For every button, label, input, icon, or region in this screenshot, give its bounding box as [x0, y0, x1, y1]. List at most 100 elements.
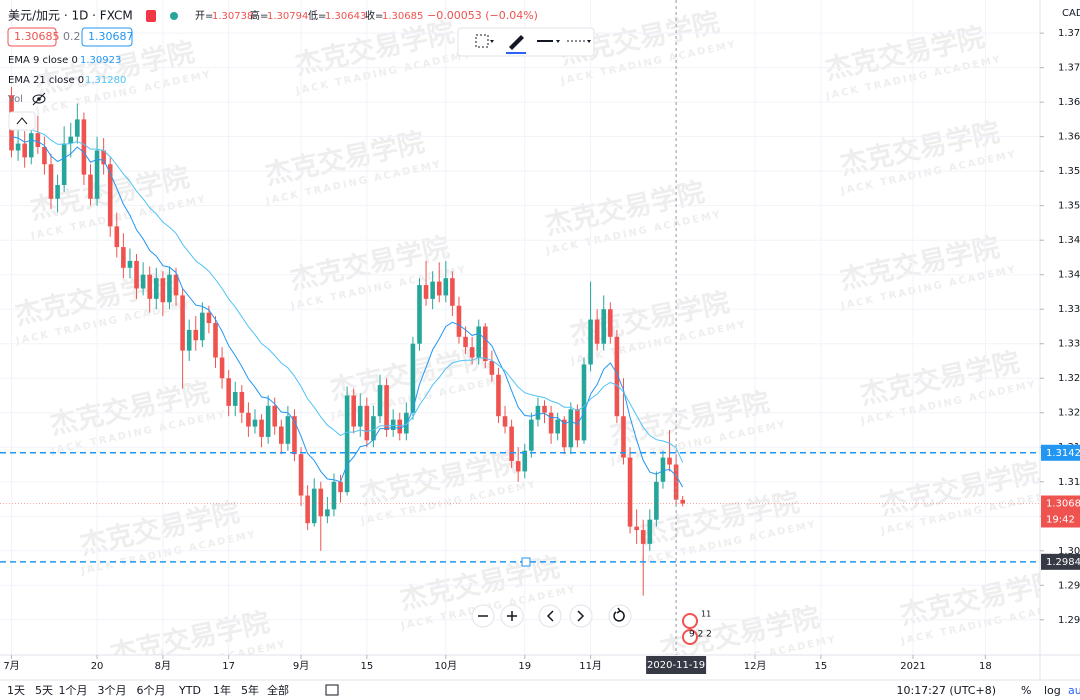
candle-body: [232, 392, 238, 406]
buy-price[interactable]: 1.30687: [88, 30, 134, 43]
x-tick-label: 7月: [3, 660, 19, 672]
candle-body: [147, 274, 152, 299]
clock: 10:17:27 (UTC+8): [896, 684, 996, 697]
candle-body: [410, 343, 416, 413]
y-tick-label: 1.320: [1058, 408, 1080, 419]
candle-body: [167, 274, 172, 303]
candle-body: [423, 285, 429, 299]
x-tick-label: 10月: [434, 660, 457, 672]
change: −0.00053 (−0.04%): [427, 9, 538, 22]
candle-body: [48, 164, 54, 199]
range-button[interactable]: 6个月: [137, 684, 166, 697]
candle-body: [186, 329, 192, 351]
x-tick-label: 19: [518, 661, 531, 672]
candle-body: [463, 336, 468, 348]
indicator-name: EMA 21 close 0: [8, 75, 84, 86]
dropdown-caret: [587, 40, 591, 43]
candle-body: [502, 416, 508, 427]
auto-toggle[interactable]: au: [1068, 684, 1080, 697]
range-buttons: 1天 5天 1个月 3个月 6个月 YTD 1年 5年 全部: [7, 683, 289, 697]
candle-body: [660, 457, 666, 482]
candle-body: [140, 274, 146, 289]
candle-body: [68, 136, 74, 144]
flag-icon[interactable]: [146, 10, 156, 22]
x-tick-label: 8月: [155, 660, 171, 672]
candle-body: [292, 416, 297, 455]
candle-body: [134, 260, 139, 289]
candle-body: [344, 395, 350, 493]
price-line-label-bg: [1041, 444, 1080, 461]
range-button[interactable]: YTD: [178, 684, 201, 697]
candle-body: [568, 409, 574, 448]
candle-body: [469, 347, 475, 358]
candle-body: [522, 450, 528, 472]
pencil-tool[interactable]: [509, 35, 524, 50]
candle-body: [515, 461, 521, 472]
ohlc-label: 收=: [365, 9, 383, 22]
sell-price[interactable]: 1.30685: [14, 30, 60, 43]
navigation: [471, 557, 632, 628]
candle-body: [456, 305, 462, 337]
scroll-left[interactable]: [538, 604, 562, 628]
eye-icon[interactable]: [32, 92, 46, 106]
range-button[interactable]: 3个月: [98, 684, 127, 697]
candle-body: [496, 374, 501, 417]
reset[interactable]: [608, 604, 632, 628]
candle-body: [252, 419, 258, 427]
candle-body: [88, 174, 93, 199]
x-tick-label: 20: [91, 661, 104, 672]
range-button[interactable]: 5天: [35, 684, 53, 697]
select-tool[interactable]: [475, 34, 489, 48]
candle-body: [28, 133, 34, 158]
y-tick-label: 1.330: [1058, 339, 1080, 350]
candle-body: [634, 526, 639, 531]
y-tick-label: 1.345: [1058, 235, 1080, 246]
candle-body: [640, 530, 646, 544]
event-icon[interactable]: [682, 629, 698, 645]
range-button[interactable]: 全部: [267, 683, 289, 697]
sell-box[interactable]: [7, 27, 57, 47]
candle-body: [364, 405, 370, 441]
range-button[interactable]: 1天: [7, 684, 25, 697]
collapse-button[interactable]: [8, 111, 36, 131]
y-tick-label: 1.300: [1058, 546, 1080, 557]
drawing-toolbar: [457, 27, 595, 57]
candle-body: [680, 499, 685, 504]
y-tick-label: 1.350: [1058, 201, 1080, 212]
candle-body: [153, 278, 159, 299]
candle-body: [548, 412, 554, 434]
candle-body: [325, 509, 330, 517]
candle-body: [601, 309, 607, 344]
y-tick-label: 1.310: [1058, 477, 1080, 488]
currency[interactable]: CAD: [1062, 8, 1080, 19]
range-button[interactable]: 5年: [241, 683, 259, 697]
candle-body: [213, 323, 218, 358]
candle-body: [489, 360, 495, 375]
event-icon[interactable]: [682, 613, 698, 629]
candle-body: [371, 416, 376, 441]
candle-body: [377, 385, 383, 417]
last-price-label: 1.30685: [1046, 499, 1080, 510]
line-handle[interactable]: [521, 557, 531, 567]
x-tick-label: 11月: [579, 660, 602, 672]
candle-body: [535, 405, 541, 420]
range-button[interactable]: 1年: [213, 683, 231, 697]
percent-toggle[interactable]: %: [1021, 684, 1031, 697]
candle-body: [239, 392, 245, 413]
symbol[interactable]: 美元/加元 · 1D · FXCM: [8, 9, 133, 23]
candle-body: [61, 143, 67, 185]
buy-box[interactable]: [81, 27, 133, 47]
price-line-label: 1.3142: [1046, 448, 1080, 459]
log-toggle[interactable]: log: [1044, 684, 1061, 697]
x-tick-label: 9月: [293, 660, 309, 672]
date-range-icon[interactable]: [325, 684, 339, 696]
candle-body: [127, 260, 133, 268]
scroll-right[interactable]: [569, 604, 593, 628]
candle-body: [588, 319, 593, 365]
range-button[interactable]: 1个月: [59, 684, 88, 697]
time-axis: 7月 20 8月 17 9月 15 10月 19 11月 12月 15 2021 18: [3, 655, 992, 672]
candle-body: [305, 495, 310, 524]
